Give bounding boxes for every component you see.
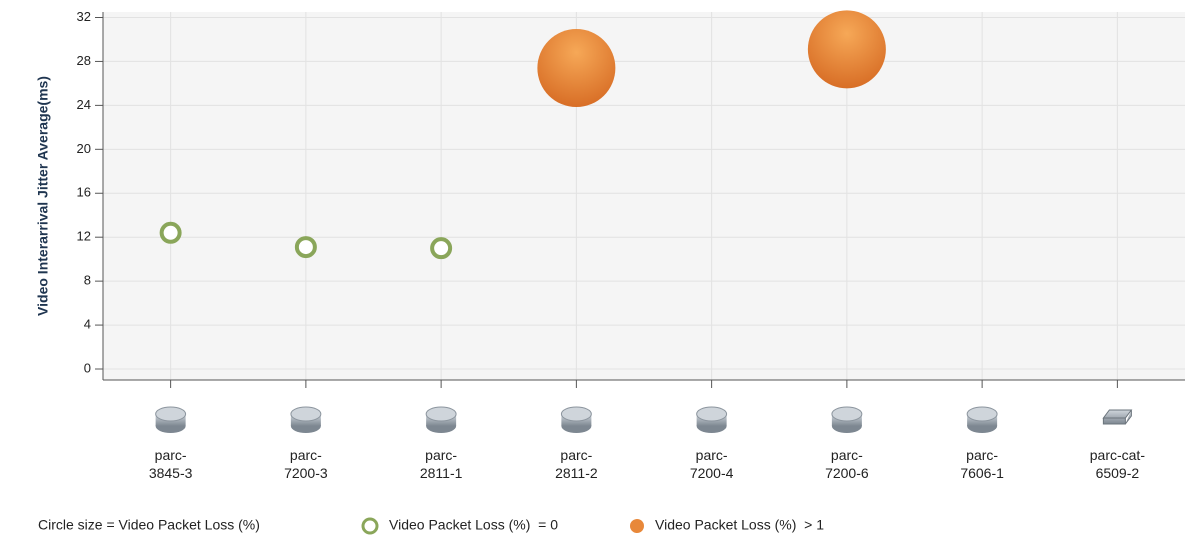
bubble	[159, 221, 182, 244]
legend-label: Video Packet Loss (%) > 1	[655, 517, 824, 533]
y-tick-label: 16	[77, 185, 91, 200]
y-tick-label: 4	[84, 317, 91, 332]
x-tick-label: parc-2811-2	[555, 447, 598, 481]
x-tick-label: parc-7200-3	[284, 447, 328, 481]
y-tick-label: 28	[77, 53, 91, 68]
y-tick-label: 32	[77, 9, 91, 24]
y-tick-label: 20	[77, 141, 91, 156]
y-tick-label: 12	[77, 229, 91, 244]
bubble	[294, 236, 317, 259]
router-icon	[425, 406, 457, 422]
legend-label: Video Packet Loss (%) = 0	[389, 517, 558, 533]
router-icon	[696, 406, 728, 422]
router-icon	[966, 406, 998, 422]
legend-marker	[630, 519, 644, 533]
x-tick-label: parc-7606-1	[960, 447, 1004, 481]
x-tick-label: parc-7200-4	[689, 447, 734, 481]
x-tick-label: parc-cat-6509-2	[1089, 447, 1145, 481]
y-tick-label: 24	[77, 97, 91, 112]
router-icon	[290, 406, 322, 422]
bubble	[537, 29, 616, 108]
router-icon	[831, 406, 863, 422]
x-tick-label: parc-7200-6	[825, 447, 869, 481]
x-tick-label: parc-3845-3	[148, 447, 193, 481]
switch-icon	[1102, 409, 1133, 425]
x-tick-label: parc-2811-1	[419, 447, 463, 481]
bubble	[430, 237, 453, 260]
router-icon	[560, 406, 592, 422]
y-tick-label: 8	[84, 273, 91, 288]
y-tick-label: 0	[84, 360, 91, 375]
legend-marker	[361, 517, 379, 535]
y-axis-title: Video Interarrival Jitter Average(ms)	[35, 76, 51, 316]
router-icon	[155, 406, 187, 422]
legend-size-note: Circle size = Video Packet Loss (%)	[38, 517, 260, 533]
bubble	[807, 10, 886, 89]
plot-area	[103, 12, 1185, 380]
